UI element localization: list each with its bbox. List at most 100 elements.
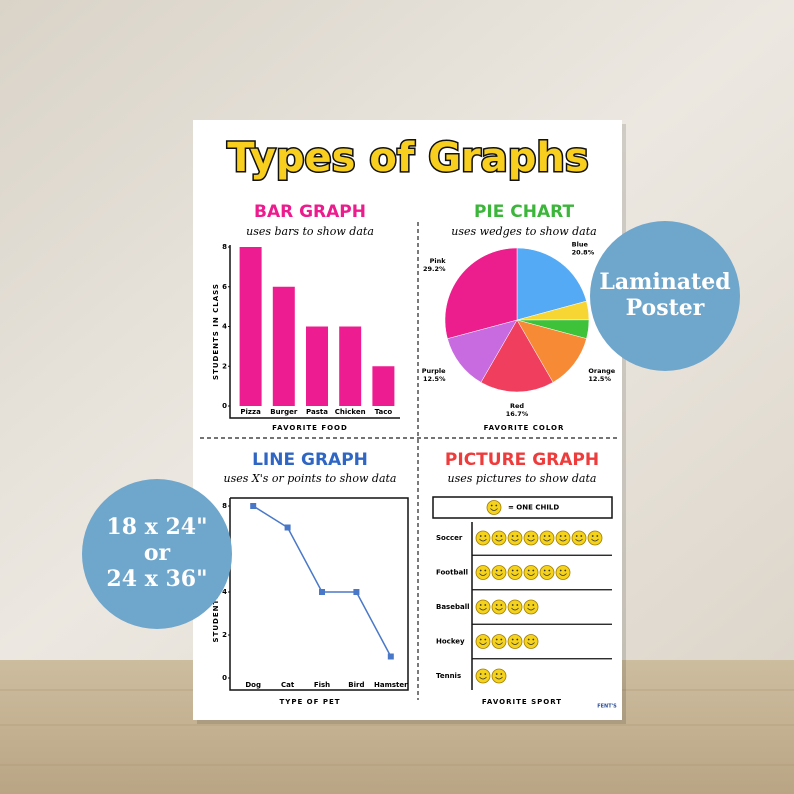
smiley (491, 565, 507, 580)
y-tick-label: 8 (222, 502, 227, 510)
bar (239, 247, 262, 406)
smiley-mouth (495, 538, 503, 542)
chart-subtitle: uses X's or points to show data (224, 472, 397, 485)
smiley-mouth (527, 642, 535, 645)
picture-row (475, 599, 539, 615)
slice-label: Orange (588, 367, 615, 375)
smiley (491, 599, 507, 615)
smiley (507, 530, 523, 546)
x-tick-label: Chicken (335, 408, 366, 416)
smiley-eye (500, 569, 503, 572)
row-label: Football (436, 569, 468, 577)
chart: PICTURE GRAPH uses pictures to show data =… (432, 450, 613, 706)
pie-slice (480, 319, 554, 393)
key-label: = ONE CHILD (508, 504, 559, 512)
y-tick-label: 4 (222, 588, 227, 596)
smiley-eye (511, 604, 514, 606)
badge-text: Laminated (599, 269, 730, 295)
poster-title: Types of Graphs (227, 135, 588, 181)
pie-slice (516, 247, 587, 321)
x-tick-label: Fish (314, 681, 330, 689)
slice-value: 12.5% (588, 375, 611, 383)
smiley-eye (479, 569, 482, 572)
smiley (507, 599, 523, 615)
x-tick-label: Taco (375, 408, 393, 416)
smiley-mouth (495, 573, 503, 576)
smiley-mouth (479, 607, 487, 611)
smiley (491, 634, 507, 649)
picture-row (475, 668, 507, 684)
smiley-eye (543, 569, 546, 572)
chart-title: PICTURE GRAPH (445, 450, 599, 470)
smiley (475, 530, 491, 546)
smiley-eye (527, 569, 530, 572)
smiley-mouth (479, 676, 487, 680)
y-axis-label: STUDENTS IN CLASS (212, 283, 220, 380)
smiley-eye (484, 673, 487, 675)
chart-title: BAR GRAPH (254, 202, 366, 222)
badge (82, 479, 232, 629)
smiley (491, 530, 507, 546)
row-label: Baseball (436, 603, 470, 611)
smiley-eye (559, 569, 562, 572)
smiley (523, 599, 539, 615)
row-label: Soccer (436, 534, 463, 542)
badge (590, 221, 740, 371)
bar (372, 366, 395, 406)
badge-text: or (144, 540, 171, 566)
smiley-eye (564, 569, 567, 572)
slice-label: Pink (430, 257, 447, 265)
y-tick-label: 0 (222, 674, 227, 682)
smiley-eye (532, 535, 535, 537)
picture-row (475, 634, 539, 649)
x-tick-label: Hamster (374, 681, 408, 689)
smiley-eye (495, 604, 498, 606)
smiley-eye (516, 535, 519, 537)
smiley-mouth (543, 538, 551, 542)
smiley (507, 565, 523, 580)
x-tick-label: Burger (270, 408, 298, 416)
smiley-eye (495, 673, 498, 675)
smiley-eye (516, 604, 519, 606)
smiley-eye (495, 504, 498, 507)
smiley-mouth (490, 508, 498, 511)
smiley-eye (527, 604, 530, 606)
x-tick-label: Pizza (240, 408, 261, 416)
x-tick-label: Pasta (306, 408, 328, 416)
smiley-eye (511, 535, 514, 537)
smiley-eye (516, 638, 519, 641)
smiley-eye (527, 638, 530, 641)
smiley-mouth (527, 607, 535, 611)
smiley (486, 500, 502, 515)
bar (272, 286, 295, 406)
slice-value: 12.5% (423, 375, 446, 383)
smiley (571, 530, 587, 546)
x-tick-label: Dog (245, 681, 261, 689)
chart-subtitle: uses wedges to show data (451, 225, 596, 238)
smiley-eye (500, 535, 503, 537)
badge-text: Poster (626, 295, 705, 321)
smiley-eye (516, 569, 519, 572)
smiley-eye (500, 604, 503, 606)
smiley-eye (495, 569, 498, 572)
smiley (587, 530, 603, 546)
slice-label: Red (510, 402, 524, 410)
pie-slice (444, 247, 518, 339)
logo: FENT'S (597, 704, 617, 710)
smiley-eye (479, 604, 482, 606)
y-tick-label: 6 (222, 283, 227, 291)
smiley-eye (596, 535, 599, 537)
smiley-eye (479, 673, 482, 675)
picture-row (475, 565, 571, 580)
smiley (475, 668, 491, 684)
smiley-eye (484, 638, 487, 641)
smiley-eye (564, 535, 567, 537)
smiley (507, 634, 523, 649)
point (353, 589, 360, 595)
y-tick-label: 4 (222, 323, 227, 331)
chart-title: PIE CHART (474, 202, 575, 222)
x-axis-label: FAVORITE SPORT (482, 698, 562, 706)
smiley-mouth (559, 538, 567, 542)
smiley-eye (484, 569, 487, 572)
